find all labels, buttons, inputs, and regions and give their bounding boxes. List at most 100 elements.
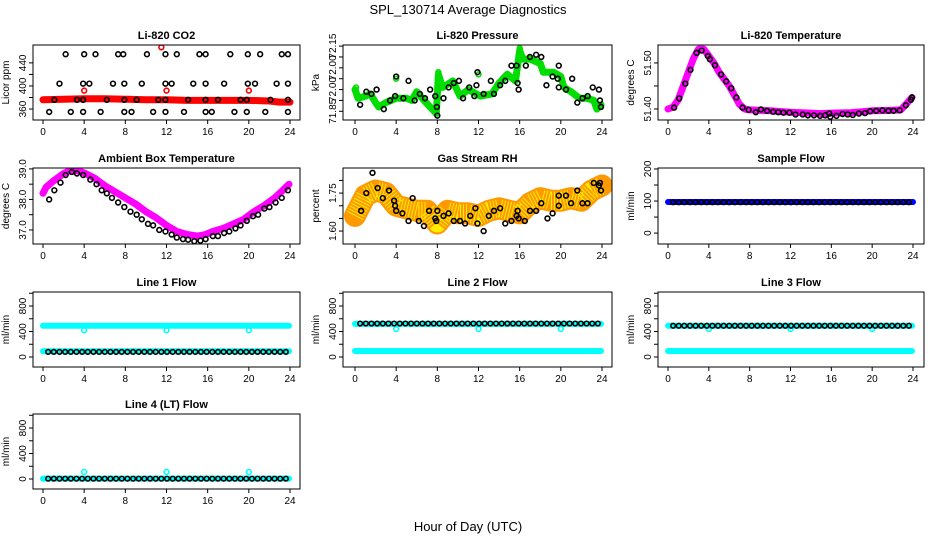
x-tick-label: 12 [473, 127, 485, 138]
data-point [226, 475, 233, 482]
data-point [108, 194, 116, 202]
data-point [385, 320, 392, 327]
y-tick-label: 800 [18, 297, 29, 314]
data-point [248, 348, 256, 355]
x-tick-label: 20 [243, 374, 255, 385]
data-point [243, 96, 250, 104]
x-tick-label: 12 [785, 127, 797, 138]
data-point [237, 475, 244, 482]
panel-title: Line 3 Flow [761, 277, 821, 289]
x-tick-label: 0 [352, 251, 358, 262]
data-point [480, 90, 487, 98]
data-point [799, 199, 806, 206]
data-point [90, 475, 97, 482]
data-point [133, 96, 140, 104]
data-point [114, 199, 122, 206]
data-point [731, 322, 738, 329]
data-point [245, 468, 253, 476]
data-point [208, 108, 215, 116]
data-point [103, 190, 111, 197]
x-tick-label: 16 [514, 127, 526, 138]
y-tick-label: 440 [18, 54, 29, 71]
data-point [714, 199, 722, 206]
x-tick-label: 20 [243, 496, 255, 507]
data-point [121, 80, 128, 87]
x-tick-label: 16 [514, 251, 526, 262]
data-band [351, 46, 605, 117]
data-point [733, 94, 740, 101]
data-point [538, 200, 545, 207]
data-point [782, 199, 789, 206]
data-point [461, 220, 469, 227]
data-point [832, 199, 840, 206]
data-point [128, 108, 135, 116]
plot-frame [657, 167, 925, 245]
data-point [232, 225, 239, 232]
data-point [363, 88, 370, 95]
data-point [180, 348, 188, 355]
data-point [260, 348, 267, 355]
x-tick-label: 4 [81, 496, 87, 507]
data-point [121, 203, 128, 211]
data-point [57, 179, 64, 186]
data-point [502, 77, 509, 85]
data-point [186, 475, 193, 482]
data-point [441, 320, 449, 327]
data-point [596, 179, 604, 187]
data-point [543, 320, 551, 327]
data-point [179, 235, 187, 243]
data-point [79, 108, 87, 116]
data-point [555, 202, 562, 209]
y-tick-label: 39.0 [18, 159, 29, 179]
data-point [490, 90, 498, 98]
data-point [243, 108, 250, 116]
data-point [827, 322, 834, 329]
data-point [532, 320, 539, 327]
data-point [879, 107, 886, 114]
data-point [698, 199, 705, 206]
y-tick-label: 1.75 [328, 183, 339, 203]
data-point [80, 87, 88, 94]
x-tick-label: 0 [665, 127, 671, 138]
data-point [265, 475, 273, 482]
data-point [197, 348, 205, 355]
plot-area [664, 45, 916, 120]
data-point [455, 77, 463, 85]
y-tick-label: 0 [328, 354, 339, 360]
data-point [526, 320, 534, 327]
x-tick-label: 12 [161, 251, 173, 262]
data-point [284, 51, 292, 58]
data-point [583, 320, 590, 327]
data-point [277, 348, 284, 355]
plot-area [40, 322, 292, 355]
data-point [374, 320, 381, 327]
data-point [860, 199, 868, 206]
data-point [392, 75, 400, 82]
data-point [445, 210, 452, 217]
data-point [498, 320, 505, 327]
data-point [392, 325, 400, 333]
data-point [693, 49, 700, 57]
x-tick-label: 12 [473, 374, 485, 385]
data-point [51, 187, 58, 194]
y-tick-label: 0 [643, 230, 654, 236]
data-point [254, 348, 261, 355]
plot-area [39, 45, 294, 116]
data-point [220, 348, 227, 355]
data-point [56, 475, 63, 482]
x-tick-label: 16 [514, 374, 526, 385]
plot-area [351, 45, 605, 119]
data-point [782, 322, 789, 329]
data-point [866, 322, 873, 329]
data-point [97, 108, 104, 116]
data-point [272, 199, 279, 206]
data-point [526, 207, 534, 215]
y-tick-label: 360 [18, 100, 29, 117]
data-point [873, 107, 880, 114]
data-point [502, 220, 509, 227]
data-point [549, 73, 556, 80]
data-point [168, 231, 175, 238]
data-point [474, 220, 481, 227]
y-tick-label: 400 [18, 77, 29, 94]
data-point [73, 348, 80, 355]
